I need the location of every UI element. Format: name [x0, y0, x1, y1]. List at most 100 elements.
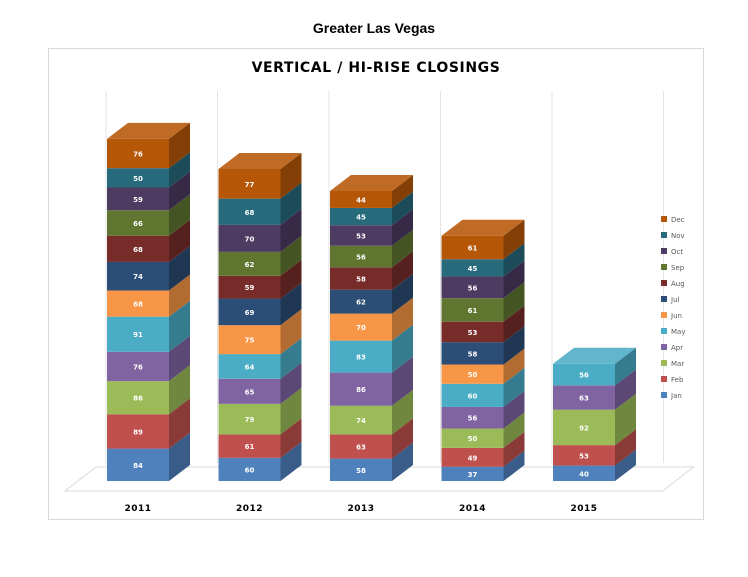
bar-stack-2015: 40 53 92 63 56	[553, 347, 636, 481]
bar-jan	[107, 448, 169, 481]
legend-label: Jan	[670, 392, 682, 400]
legend-swatch	[661, 344, 667, 350]
bar-oct	[218, 224, 281, 252]
data-label: 83	[356, 354, 366, 362]
bar-may	[107, 316, 169, 352]
data-label: 56	[468, 284, 478, 292]
data-label: 45	[356, 214, 366, 222]
bar-sep	[107, 210, 169, 236]
legend-item-may: May	[661, 328, 685, 336]
bar-dec	[330, 190, 392, 208]
bar-apr	[553, 385, 615, 410]
bar-side-dec	[392, 174, 413, 208]
data-label: 61	[468, 307, 478, 315]
legend-swatch	[661, 360, 667, 366]
bar-side-sep	[169, 194, 190, 236]
data-label: 89	[133, 428, 143, 436]
bar-jun	[218, 325, 281, 355]
bar-mar	[553, 409, 615, 446]
data-label: 84	[133, 462, 143, 470]
legend-label: Feb	[671, 376, 684, 384]
bar-side-dec	[503, 219, 525, 260]
bar-stack-2012: 60 61 79 65 64 75 69 59 62 70 68 77	[218, 152, 302, 481]
legend-swatch	[661, 248, 667, 254]
data-label: 63	[356, 443, 366, 451]
bar-jan	[553, 465, 615, 481]
bar-side-mar	[169, 365, 190, 415]
data-label: 69	[245, 309, 255, 317]
x-tick-label: 2011	[124, 504, 151, 514]
bar-jan	[218, 457, 281, 481]
bar-top	[330, 174, 413, 191]
bar-aug	[330, 267, 392, 290]
bar-side-nov	[280, 182, 302, 225]
data-label: 49	[468, 454, 478, 462]
bar-dec	[218, 168, 281, 199]
bar-sep	[330, 245, 392, 268]
data-label: 77	[245, 181, 255, 189]
bar-side-dec	[169, 122, 190, 169]
data-label: 76	[133, 363, 143, 371]
bar-nov	[218, 198, 281, 225]
bar-side-jan	[503, 450, 525, 481]
bar-stack-2014: 37 49 50 56 60 50 58 53 61 56 45 61	[441, 219, 525, 481]
bar-oct	[107, 187, 169, 211]
data-label: 60	[245, 466, 255, 474]
bar-feb	[330, 434, 392, 459]
data-label: 53	[356, 233, 366, 241]
data-label: 60	[468, 392, 478, 400]
legend-item-feb: Feb	[661, 376, 684, 384]
x-tick-label: 2015	[570, 504, 597, 514]
data-label: 92	[579, 424, 589, 432]
x-tick-label: 2013	[347, 504, 374, 514]
bar-apr	[441, 406, 504, 429]
bar-mar	[441, 428, 504, 448]
bar-side-feb	[280, 418, 302, 458]
bar-oct	[441, 276, 504, 299]
legend-label: May	[671, 328, 685, 336]
bar-may	[553, 363, 615, 386]
legend-swatch	[661, 296, 667, 302]
bar-side-oct	[280, 208, 302, 252]
bar-side-oct	[169, 171, 190, 211]
data-label: 68	[133, 246, 143, 254]
x-tick-label: 2014	[459, 504, 486, 514]
legend-label: Aug	[671, 280, 685, 288]
legend-swatch	[661, 216, 667, 222]
bar-top	[218, 152, 302, 169]
bar-nov	[330, 207, 392, 226]
data-label: 62	[245, 261, 255, 269]
bar-side-sep	[280, 235, 302, 276]
data-label: 59	[245, 284, 255, 292]
bar-side-aug	[169, 219, 190, 262]
bar-jun	[441, 364, 504, 384]
bar-jan	[441, 466, 504, 481]
chart-frame: VERTICAL / HI-RISE CLOSINGS 2011 2012 2013 2…	[48, 48, 704, 520]
data-label: 62	[356, 299, 366, 307]
bar-side-apr	[392, 356, 413, 406]
data-label: 86	[133, 395, 143, 403]
legend-label: Nov	[671, 232, 685, 240]
bar-feb	[218, 434, 281, 458]
legend-swatch	[661, 232, 667, 238]
bar-side-jul	[169, 245, 190, 291]
bar-side-jun	[503, 348, 525, 384]
data-label: 58	[468, 350, 478, 358]
data-label: 68	[245, 209, 255, 217]
bar-apr	[330, 372, 392, 406]
bar-sep	[441, 298, 504, 322]
data-label: 70	[356, 324, 366, 332]
data-label: 64	[245, 363, 255, 371]
data-label: 74	[133, 273, 143, 281]
bar-side-nov	[392, 191, 413, 226]
bar-side-feb	[615, 429, 636, 466]
data-label: 44	[356, 196, 366, 204]
bar-feb	[553, 445, 615, 466]
bar-may	[441, 383, 504, 407]
bar-stack-2013: 58 63 74 86 83 70 62 58 56 53 45 44	[330, 174, 413, 481]
data-label: 53	[468, 329, 478, 337]
bar-stack-2011: 84 89 86 76 91 68 74 68 66 59 50 76	[107, 122, 190, 481]
bar-side-nov	[503, 243, 525, 277]
data-label: 66	[133, 220, 143, 228]
data-label: 74	[356, 417, 366, 425]
